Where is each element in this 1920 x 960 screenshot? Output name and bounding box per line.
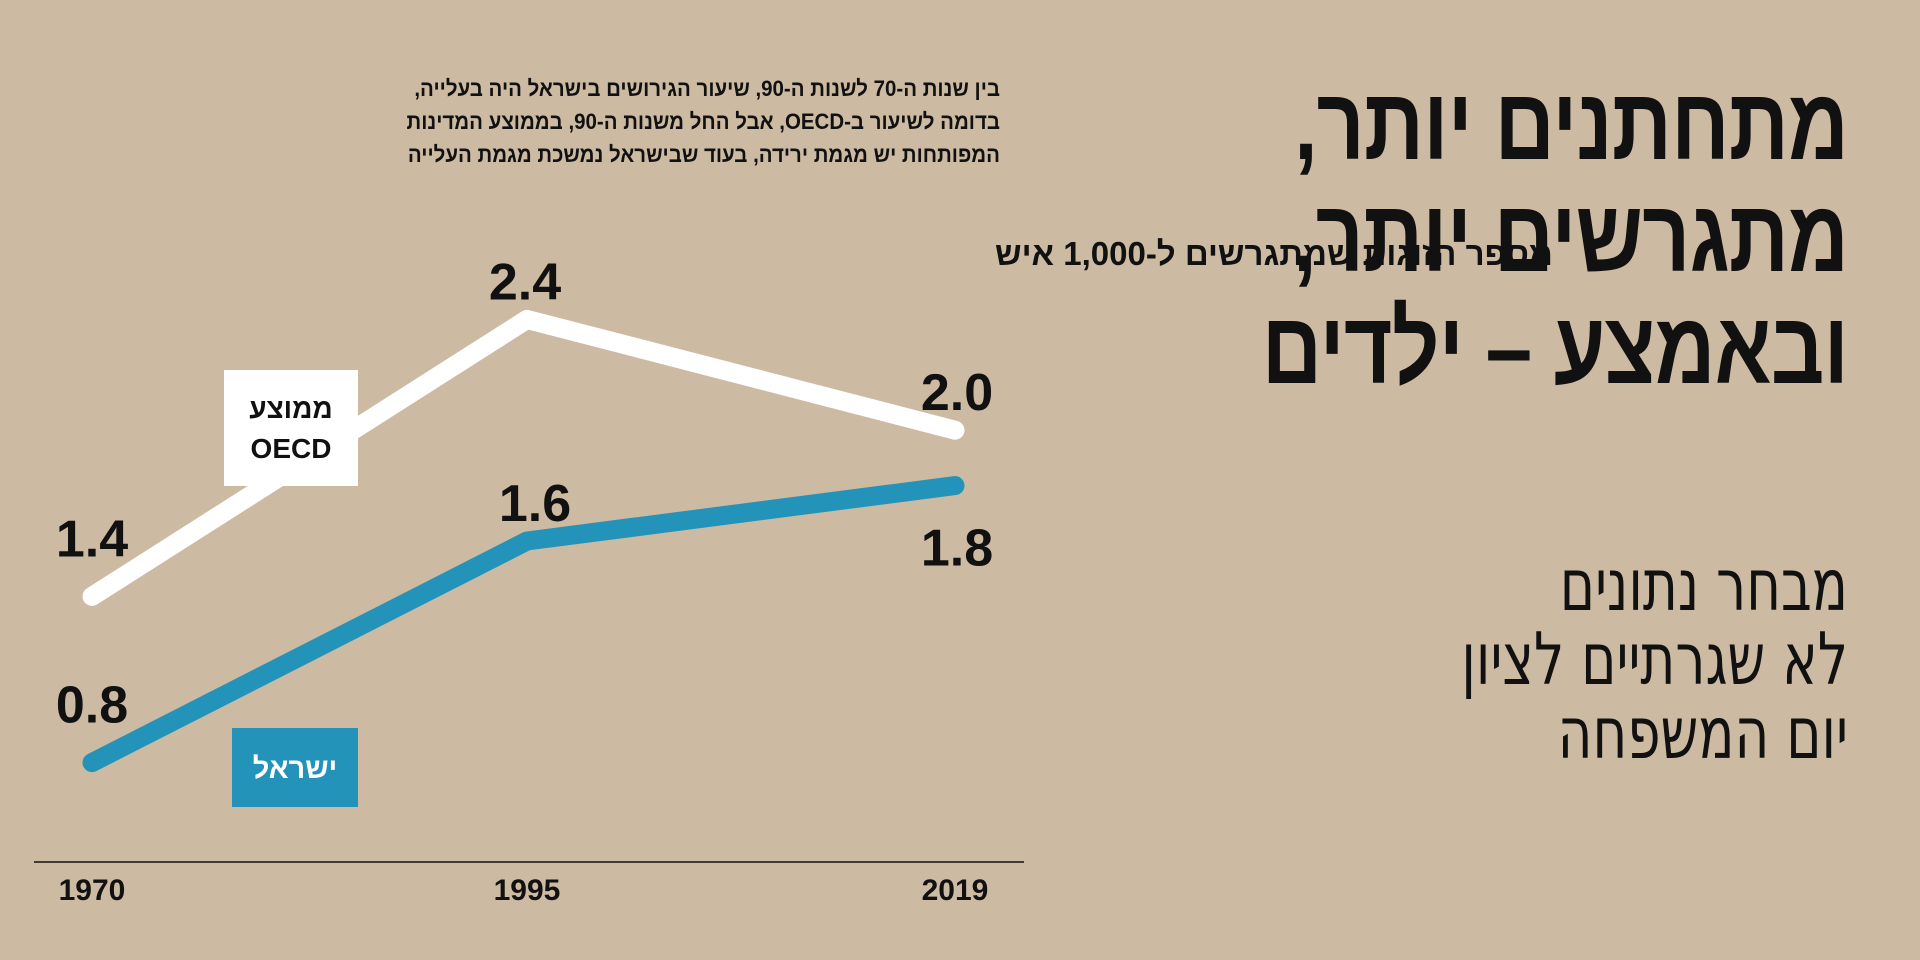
subtitle-line-1: מבחר נתונים <box>1559 543 1848 627</box>
headline-line-2: מתגרשים יותר, <box>1293 179 1849 293</box>
series-line-israel <box>82 476 965 773</box>
chart-intro: בין שנות ה-70 לשנות ה-90, שיעור הגירושים… <box>140 72 1000 171</box>
data-label-oecd-1970: 1.4 <box>56 510 128 568</box>
x-tick-label-1995: 1995 <box>494 874 561 907</box>
series-label-oecd-line-1: ממוצע <box>249 393 332 424</box>
data-label-israel-2019: 1.8 <box>921 520 993 578</box>
data-label-oecd-2019: 2.0 <box>921 364 993 422</box>
data-label-israel-1970: 0.8 <box>56 677 128 735</box>
headline: מתחתנים יותר, מתגרשים יותר, ובאמצע – ילד… <box>1028 67 1849 405</box>
data-label-oecd-1995: 2.4 <box>489 253 561 311</box>
subtitle-line-3: יום המשפחה <box>1557 691 1848 775</box>
intro-line-2: בדומה לשיעור ב-OECD, אבל החל משנות ה-90,… <box>406 109 1000 134</box>
x-tick-label-1970: 1970 <box>59 874 126 907</box>
x-tick-label-2019: 2019 <box>922 874 989 907</box>
subtitle-line-2: לא שגרתיים לציון <box>1461 617 1848 701</box>
headline-line-3: ובאמצע – ילדים <box>1261 291 1849 405</box>
headline-line-1: מתחתנים יותר, <box>1294 67 1849 181</box>
series-label-israel: ישראל <box>253 753 338 785</box>
data-label-israel-1995: 1.6 <box>499 475 571 533</box>
series-label-box-israel <box>232 728 358 807</box>
subtitle: מבחר נתונים לא שגרתיים לציון יום המשפחה <box>1148 548 1848 770</box>
intro-line-3: המפותחות יש מגמת ירידה, בעוד שבישראל נמש… <box>407 142 1001 167</box>
series-label-oecd-line-2: OECD <box>251 433 332 464</box>
intro-line-1: בין שנות ה-70 לשנות ה-90, שיעור הגירושים… <box>414 76 1000 101</box>
chart-title: מספר הזוגות שמתגרשים ל-1,000 איש <box>995 235 1553 272</box>
series-line-oecd <box>82 309 965 606</box>
series-label-box-oecd <box>224 370 358 486</box>
